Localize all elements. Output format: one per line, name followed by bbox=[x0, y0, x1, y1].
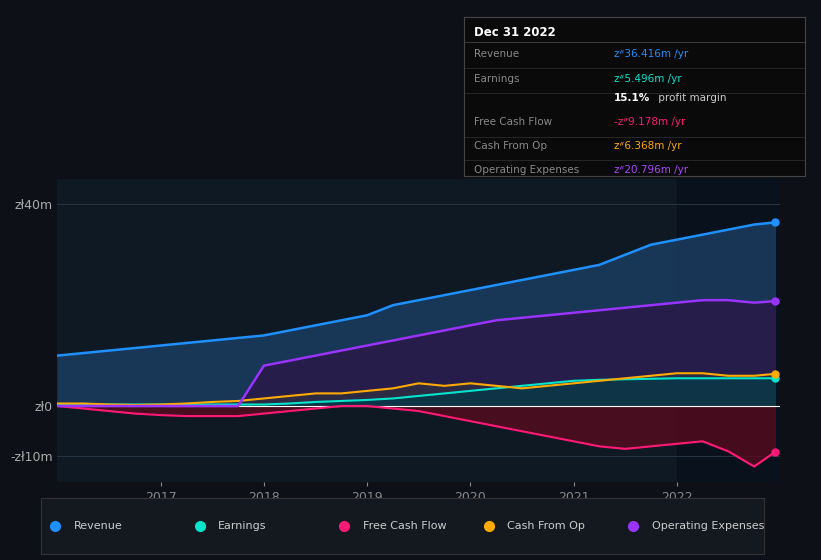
Text: zᐥ36.416m /yr: zᐥ36.416m /yr bbox=[614, 49, 688, 59]
Text: zᐥ5.496m /yr: zᐥ5.496m /yr bbox=[614, 74, 681, 84]
Bar bbox=[677, 179, 780, 482]
Text: -zᐥ9.178m /yr: -zᐥ9.178m /yr bbox=[614, 118, 686, 127]
Text: Cash From Op: Cash From Op bbox=[507, 521, 585, 531]
Text: 15.1%: 15.1% bbox=[614, 94, 650, 104]
Text: Revenue: Revenue bbox=[474, 49, 519, 59]
Text: Free Cash Flow: Free Cash Flow bbox=[474, 118, 553, 127]
Text: Cash From Op: Cash From Op bbox=[474, 141, 547, 151]
Text: Earnings: Earnings bbox=[218, 521, 267, 531]
Text: Operating Expenses: Operating Expenses bbox=[474, 165, 580, 175]
Text: Operating Expenses: Operating Expenses bbox=[652, 521, 764, 531]
Text: profit margin: profit margin bbox=[654, 94, 726, 104]
Text: Dec 31 2022: Dec 31 2022 bbox=[474, 26, 556, 39]
Text: Earnings: Earnings bbox=[474, 74, 520, 84]
Text: Free Cash Flow: Free Cash Flow bbox=[363, 521, 446, 531]
Text: zᐥ6.368m /yr: zᐥ6.368m /yr bbox=[614, 141, 681, 151]
Text: zᐥ20.796m /yr: zᐥ20.796m /yr bbox=[614, 165, 688, 175]
Text: Revenue: Revenue bbox=[74, 521, 122, 531]
